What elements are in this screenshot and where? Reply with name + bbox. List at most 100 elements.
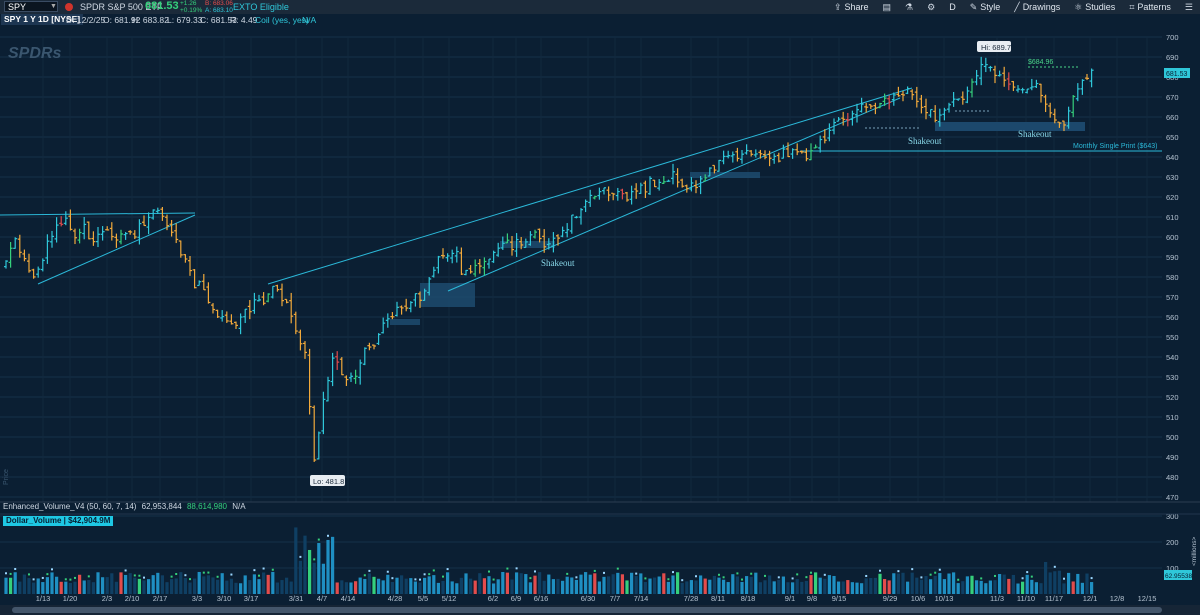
price-tick-label: 490 bbox=[1166, 453, 1179, 462]
price-change-pct: +0.19% bbox=[180, 7, 203, 14]
volume-bar bbox=[303, 535, 307, 594]
volume-bar bbox=[413, 581, 417, 594]
volume-bar bbox=[432, 575, 436, 594]
volume-bar bbox=[501, 571, 505, 594]
volume-bar bbox=[262, 572, 266, 594]
volume-bar bbox=[565, 576, 569, 594]
patterns-button[interactable]: ⌗ Patterns bbox=[1122, 0, 1178, 14]
volume-bar bbox=[220, 573, 224, 594]
share-icon: ⇪ bbox=[833, 1, 842, 12]
volume-dot bbox=[515, 567, 518, 570]
date-tick-label: 2/10 bbox=[125, 594, 140, 603]
price-chart[interactable]: SPDRs Price 7006906806706606506406306206… bbox=[0, 26, 1200, 604]
horizontal-scrollbar[interactable] bbox=[0, 605, 1200, 615]
company-name: SPDR S&P 500 ETF bbox=[80, 2, 163, 12]
volume-bar bbox=[156, 572, 160, 594]
volume-dot bbox=[69, 578, 72, 581]
settings-button[interactable]: ⚙ bbox=[920, 0, 942, 14]
volume-tick-label: 300 bbox=[1166, 512, 1179, 521]
volume-bar bbox=[643, 582, 647, 594]
volume-bar bbox=[611, 574, 615, 594]
pencil-icon: ╱ bbox=[1014, 1, 1020, 12]
volume-bar bbox=[321, 563, 325, 594]
top-toolbar: SPY ▼ SPDR S&P 500 ETF 681.53 +1.26 +0.1… bbox=[0, 0, 1200, 15]
volume-dot bbox=[635, 572, 638, 575]
volume-bar bbox=[239, 583, 243, 594]
volume-bar bbox=[1090, 582, 1094, 594]
drawings-button[interactable]: ╱ Drawings bbox=[1007, 0, 1067, 14]
volume-bar bbox=[101, 577, 105, 594]
volume-dot bbox=[317, 538, 320, 541]
date-tick-label: 8/18 bbox=[741, 594, 756, 603]
volume-bar bbox=[947, 573, 951, 594]
volume-dot bbox=[879, 569, 881, 572]
level-label: $684.96 bbox=[1028, 59, 1053, 66]
price-tick-label: 570 bbox=[1166, 293, 1179, 302]
price-tick-label: 550 bbox=[1166, 333, 1179, 342]
volume-bar bbox=[602, 576, 606, 594]
volume-bars bbox=[4, 527, 1094, 594]
volume-bar bbox=[837, 581, 841, 594]
volume-bar bbox=[597, 581, 601, 594]
volume-bar bbox=[193, 578, 197, 594]
volume-bar bbox=[873, 577, 877, 594]
period-button[interactable]: D bbox=[942, 0, 963, 14]
volume-dot bbox=[299, 555, 302, 558]
volume-bar bbox=[846, 580, 850, 594]
volume-bar bbox=[809, 575, 813, 594]
volume-tag: 62.95538 bbox=[1164, 570, 1192, 580]
volume-bar bbox=[662, 573, 666, 594]
scrollbar-thumb[interactable] bbox=[12, 607, 1162, 613]
volume-bar bbox=[349, 582, 353, 594]
style-button[interactable]: ✎ Style bbox=[963, 0, 1008, 14]
volume-dot bbox=[391, 577, 394, 580]
volume-dot bbox=[1063, 577, 1065, 580]
zone-rect bbox=[390, 319, 420, 325]
volume-dot bbox=[603, 571, 605, 574]
volume-bar bbox=[519, 573, 523, 594]
volume-bar bbox=[542, 580, 546, 594]
volume-dot bbox=[258, 574, 260, 577]
gear-icon: ⚙ bbox=[927, 1, 936, 12]
price-tick-label: 500 bbox=[1166, 433, 1179, 442]
chart-title[interactable]: SPY 1 Y 1D [NYSE] bbox=[1, 14, 84, 25]
volume-bar bbox=[864, 578, 868, 594]
trendline bbox=[267, 87, 913, 285]
volume-study-title[interactable]: Enhanced_Volume_V4 (50, 60, 7, 14) 62,95… bbox=[3, 502, 246, 511]
candles bbox=[4, 56, 1094, 462]
volume-bar bbox=[933, 576, 937, 594]
chevron-down-icon[interactable]: ▼ bbox=[50, 3, 57, 10]
volume-bar bbox=[975, 580, 979, 594]
volume-dot bbox=[736, 572, 739, 575]
volume-dot bbox=[414, 578, 417, 581]
volume-bar bbox=[275, 582, 279, 594]
volume-bar bbox=[386, 574, 390, 594]
volume-bar bbox=[745, 576, 749, 594]
volume-dot bbox=[9, 572, 12, 575]
beaker-button[interactable]: ⚗ bbox=[898, 0, 920, 14]
print-button[interactable]: ▤ bbox=[876, 0, 899, 14]
volume-bar bbox=[1021, 581, 1025, 594]
date-tick-label: 8/11 bbox=[711, 594, 725, 603]
share-button[interactable]: ⇪ Share bbox=[827, 0, 876, 14]
volume-bar bbox=[179, 572, 183, 594]
volume-dot bbox=[230, 573, 233, 576]
menu-button[interactable]: ☰ bbox=[1178, 0, 1200, 14]
volume-bar bbox=[340, 580, 344, 594]
date-axis: 1/13 1/20 2/3 2/10 2/17 3/3 3/10 3/17 3/31 4/7 4/1… bbox=[36, 594, 1157, 603]
volume-bar bbox=[114, 581, 118, 594]
volume-bar bbox=[229, 578, 233, 594]
volume-bar bbox=[326, 539, 330, 594]
volume-bar bbox=[634, 576, 638, 594]
price-tick-label: 590 bbox=[1166, 253, 1179, 262]
volume-na: N/A bbox=[232, 502, 246, 511]
studies-button[interactable]: ⚛ Studies bbox=[1067, 0, 1122, 14]
volume-bar bbox=[18, 581, 22, 594]
date-tick-label: 2/3 bbox=[102, 594, 112, 603]
volume-bar bbox=[657, 576, 661, 594]
price-tick-label: 700 bbox=[1166, 33, 1179, 42]
volume-bar bbox=[896, 573, 900, 594]
symbol-input[interactable]: SPY bbox=[4, 1, 58, 12]
volume-bar bbox=[381, 580, 385, 594]
dollar-volume-badge[interactable]: Dollar_Volume | $42,904.9M bbox=[3, 516, 114, 526]
